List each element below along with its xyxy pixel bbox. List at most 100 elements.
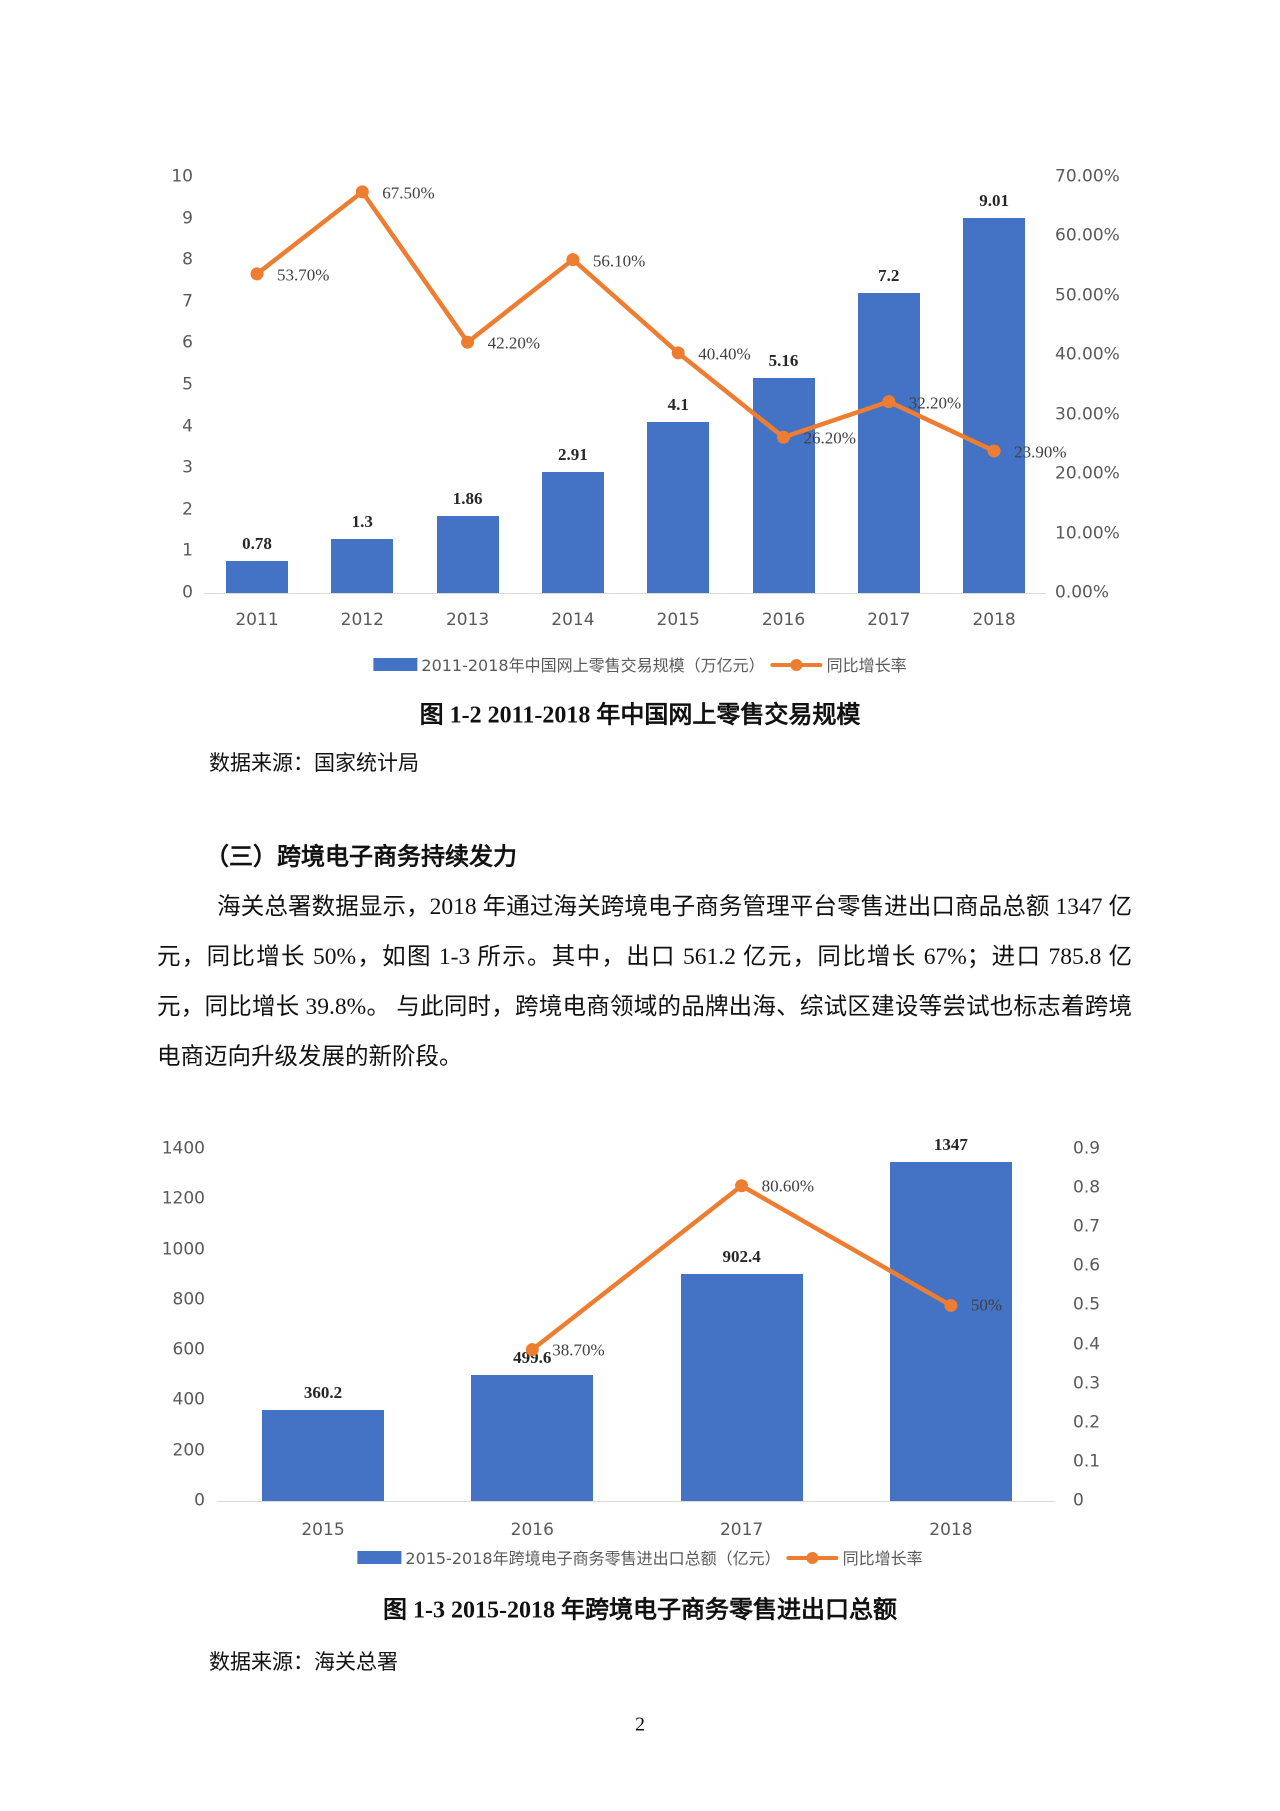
line-value-label: 42.20% [487,333,541,353]
x-axis-tick: 2012 [340,610,384,630]
x-axis-tick: 2013 [445,610,490,630]
x-axis-tick: 2015 [656,610,700,630]
bar [680,1274,803,1501]
right-axis-tick: 0 [1073,1490,1084,1511]
line-legend-label: 同比增长率 [842,1549,923,1568]
x-axis-tick: 2018 [972,610,1016,630]
paragraph-text: 海关总署数据显示，2018 年通过海关跨境电子商务管理平台零售进出口商品总额 1… [157,894,1132,1070]
left-axis-tick: 5 [182,374,193,395]
bar [647,422,710,593]
left-axis-tick: 600 [172,1339,205,1360]
x-axis-tick: 2018 [929,1520,973,1540]
line-legend-label: 同比增长率 [826,656,907,675]
line-value-label: 67.50% [382,183,435,203]
line-value-label: 38.70% [552,1340,605,1360]
right-axis-tick: 20.00% [1055,463,1120,484]
x-axis-line [217,1501,1055,1502]
left-axis-tick: 200 [172,1440,205,1461]
bar-value-label: 1.86 [452,488,483,508]
line-value-label: 26.20% [803,428,856,448]
x-axis-tick: 2014 [551,610,595,630]
bar-value-label: 4.1 [667,395,689,415]
bar [857,293,920,593]
bar [436,515,499,593]
bar-legend-label: 2011-2018年中国网上零售交易规模（万亿元） [421,656,765,675]
left-axis-tick: 1200 [161,1188,205,1209]
bar-value-label: 0.78 [242,533,272,553]
left-axis-tick: 6 [182,332,193,353]
left-axis-tick: 1400 [161,1138,205,1159]
bar [889,1162,1012,1501]
bar-value-label: 360.2 [303,1383,343,1403]
bar-value-label: 902.4 [722,1247,761,1267]
right-axis-tick: 0.6 [1073,1255,1101,1276]
left-axis-tick: 1000 [161,1239,205,1260]
left-axis-tick: 1 [182,540,193,561]
bar-value-label: 9.01 [979,191,1009,211]
line-value-label: 56.10% [592,251,646,271]
right-axis-tick: 0.9 [1073,1138,1101,1159]
bar-value-label: 1347 [933,1135,968,1155]
bar-value-label: 1.3 [351,511,373,531]
right-axis-tick: 0.2 [1073,1412,1101,1433]
right-axis-tick: 30.00% [1055,404,1120,425]
figure-1-3-caption: 图 1-3 2015-2018 年跨境电子商务零售进出口总额 [383,1597,897,1624]
bar-legend-label: 2015-2018年跨境电子商务零售进出口总额（亿元） [405,1549,781,1568]
figure-1-2-source: 数据来源：国家统计局 [209,751,419,775]
right-axis-tick: 0.3 [1073,1373,1101,1394]
x-axis-tick: 2017 [719,1520,764,1540]
line-value-label: 40.40% [698,344,751,364]
left-axis-tick: 8 [182,249,193,270]
right-axis-tick: 70.00% [1055,166,1120,187]
right-axis-tick: 10.00% [1055,523,1120,544]
right-axis-tick: 40.00% [1055,344,1120,365]
section-paragraph: 海关总署数据显示，2018 年通过海关跨境电子商务管理平台零售进出口商品总额 1… [157,882,1132,1082]
line-legend-swatch [770,658,823,671]
x-axis-tick: 2016 [761,610,806,630]
page-number: 2 [635,1713,645,1736]
bar-value-label: 7.2 [878,266,900,286]
left-axis-tick: 400 [172,1389,205,1410]
line-legend-swatch [786,1551,839,1564]
line-value-label: 32.20% [908,393,962,413]
bar [752,378,815,593]
bar-legend-swatch [357,1550,402,1564]
x-axis-tick: 2015 [301,1520,345,1540]
bar [963,218,1026,593]
x-axis-line [204,593,1046,594]
bar-value-label: 499.6 [513,1348,552,1368]
bar-value-label: 2.91 [558,444,588,464]
right-axis-tick: 0.7 [1073,1216,1101,1237]
left-axis-tick: 9 [182,208,193,229]
left-axis-tick: 0 [182,582,193,603]
right-axis-tick: 0.8 [1073,1177,1101,1198]
right-axis-tick: 0.1 [1073,1451,1101,1472]
bar [226,560,288,593]
bar [262,1410,384,1501]
left-axis-tick: 2 [182,499,193,520]
figure-1-3-source: 数据来源：海关总署 [209,1650,398,1674]
right-axis-tick: 0.5 [1073,1294,1101,1315]
left-axis-tick: 10 [171,166,193,187]
section-heading: （三）跨境电子商务持续发力 [205,841,517,871]
right-axis-tick: 60.00% [1055,225,1120,246]
chart1-legend: 2011-2018年中国网上零售交易规模（万亿元） 同比增长率 [373,652,907,676]
left-axis-tick: 0 [194,1490,205,1511]
x-axis-tick: 2011 [235,610,279,630]
bar [331,538,394,593]
line-value-label: 50% [970,1295,1003,1315]
x-axis-tick: 2016 [510,1520,554,1540]
line-value-label: 53.70% [277,265,330,285]
chart2-legend: 2015-2018年跨境电子商务零售进出口总额（亿元） 同比增长率 [357,1545,923,1569]
left-axis-tick: 7 [182,291,193,312]
figure-1-2-caption: 图 1-2 2011-2018 年中国网上零售交易规模 [419,702,861,729]
right-axis-tick: 0.00% [1055,582,1110,603]
right-axis-tick: 0.4 [1073,1334,1101,1355]
left-axis-tick: 4 [182,416,193,437]
right-axis-tick: 50.00% [1055,285,1120,306]
left-axis-tick: 3 [182,457,193,478]
bar-value-label: 5.16 [768,351,799,371]
line-value-label: 80.60% [761,1176,815,1196]
bar [541,471,604,593]
x-axis-tick: 2017 [867,610,911,630]
